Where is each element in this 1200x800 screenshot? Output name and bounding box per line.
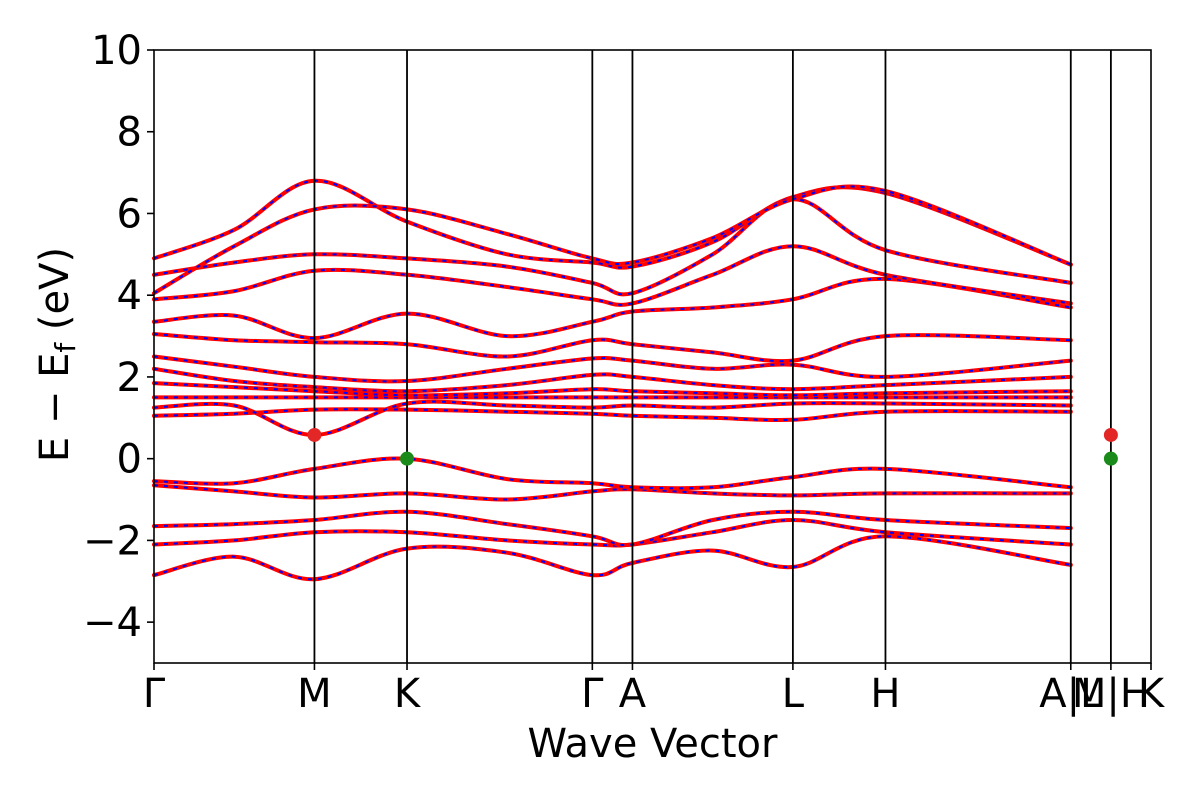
- band-line-overlay-15: [153, 198, 1071, 296]
- band-line-overlay-13: [153, 277, 1071, 340]
- band-line-13: [152, 276, 1073, 341]
- y-axis-label-main: E − E: [32, 353, 78, 463]
- y-tick-label: 4: [117, 273, 142, 319]
- y-tick-label: −4: [83, 600, 142, 646]
- x-tick-label: Γ: [143, 671, 166, 717]
- y-tick-label: 10: [91, 28, 142, 74]
- y-axis-ticks: −4 −2 0 2 4 6 8 10: [83, 28, 154, 646]
- band-line-overlay-7: [153, 400, 1071, 437]
- y-tick-label: 0: [117, 437, 142, 483]
- axes-frame: [153, 49, 1152, 664]
- band-line-5: [152, 456, 1073, 491]
- x-axis-ticks: Γ M K Γ A L H A|LM|HK: [143, 663, 1166, 717]
- y-tick-label: −2: [83, 518, 142, 564]
- vbm-marker: [400, 451, 415, 466]
- y-tick-label: 8: [117, 110, 142, 156]
- band-line-17: [152, 184, 1073, 296]
- x-tick-label: M: [297, 671, 332, 717]
- cbm-marker: [307, 427, 322, 442]
- y-axis-label-unit: (eV): [32, 247, 78, 343]
- x-axis-label: Wave Vector: [528, 721, 779, 767]
- band-line-overlay-12: [153, 333, 1071, 363]
- band-line-overlay-4: [153, 484, 1071, 501]
- x-tick-label: K: [394, 671, 422, 717]
- x-tick-label: M|H: [1072, 671, 1150, 717]
- bands-layer: [152, 178, 1073, 582]
- kpath-lines: [313, 50, 1112, 663]
- x-tick-label: H: [870, 671, 900, 717]
- x-tick-label: Γ: [581, 671, 604, 717]
- band-line-15: [152, 197, 1073, 297]
- band-line-overlay-2: [153, 518, 1071, 547]
- x-tick-label: A|L: [1039, 671, 1103, 717]
- vbm-marker: [1103, 451, 1118, 466]
- y-tick-label: 2: [117, 355, 142, 401]
- x-tick-label: K: [1138, 671, 1166, 717]
- x-tick-label: L: [782, 671, 805, 717]
- y-axis-label-subscript: f: [49, 342, 82, 353]
- band-edge-markers: [307, 427, 1118, 466]
- y-tick-label: 6: [117, 191, 142, 237]
- band-line-overlay-14: [153, 245, 1071, 306]
- y-axis-label: E − Ef (eV): [32, 247, 82, 462]
- band-line-overlay-17: [153, 185, 1072, 295]
- cbm-marker: [1103, 427, 1118, 442]
- x-tick-label: A: [619, 671, 647, 717]
- band-line-11: [152, 354, 1073, 384]
